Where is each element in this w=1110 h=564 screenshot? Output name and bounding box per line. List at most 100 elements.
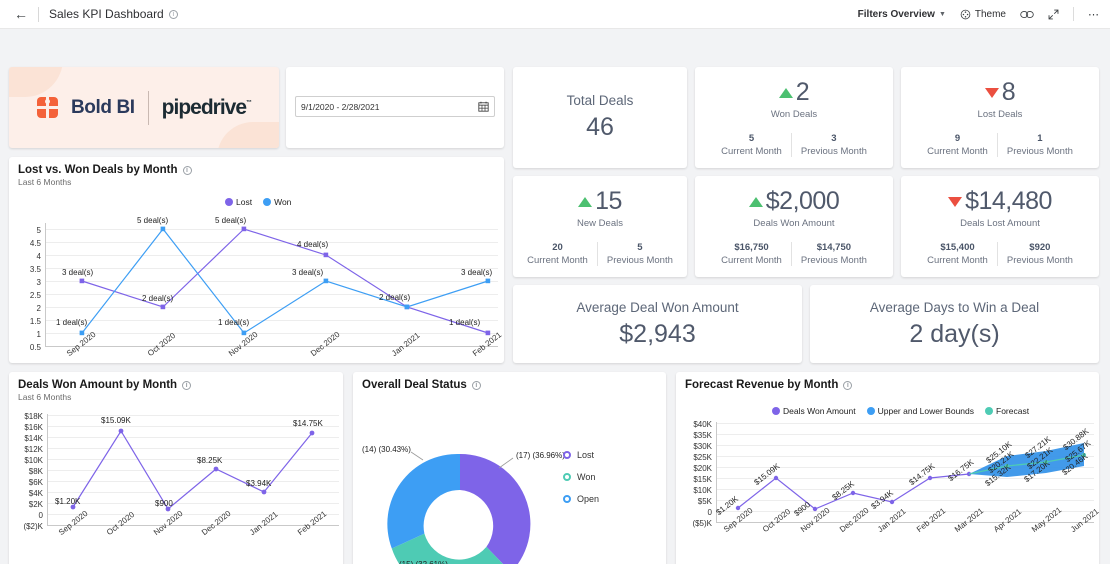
kpi-value-row: 2 [778, 78, 810, 107]
kpi-value: 2 [795, 78, 810, 106]
y-axis-tick: $15K [693, 475, 712, 484]
legend-swatch [225, 198, 233, 206]
info-icon[interactable]: i [471, 381, 481, 390]
kpi-divider [996, 133, 998, 157]
legend-item-lost[interactable]: Lost [225, 197, 252, 207]
info-icon[interactable]: i [182, 381, 192, 390]
chart-forecast-revenue: Forecast Revenue by Month i Deals Won Amo… [676, 372, 1100, 564]
kpi-current-value: 5 [748, 133, 755, 144]
chart-lost-vs-won-deals: Lost vs. Won Deals by Month i Last 6 Mont… [9, 157, 504, 363]
kpi-card-lost-deals: 8 Lost Deals 9 Current Month 1 Previous … [901, 67, 1099, 168]
kpi-card-average-days-to-win: Average Days to Win a Deal 2 day(s) [810, 285, 1099, 363]
legend-swatch [985, 407, 994, 415]
y-axis-tick: $35K [693, 431, 712, 440]
back-arrow-icon[interactable]: ← [14, 6, 28, 22]
kpi-current-label: Current Month [927, 146, 988, 157]
series-points [70, 428, 315, 512]
kpi-title: Average Deal Won Amount [576, 299, 739, 315]
point-label: 5 deal(s) [215, 216, 247, 225]
point-label: $8.25K [197, 456, 223, 465]
legend-item-bounds[interactable]: Upper and Lower Bounds [866, 406, 974, 416]
filters-overview-label: Filters Overview [857, 8, 935, 20]
legend-swatch [263, 198, 272, 206]
chevron-down-icon: ▼ [938, 10, 946, 18]
kpi-previous-value: 1 [1037, 133, 1043, 144]
more-options-button[interactable]: ⋯ [1088, 8, 1100, 21]
chart-legend: Lost Won [225, 197, 291, 207]
kpi-label: Deals Won Amount [753, 218, 835, 229]
y-axis-tick: $12K [24, 445, 43, 454]
chart-subtitle: Last 6 Months [18, 177, 72, 187]
y-axis-tick: $20K [693, 464, 712, 473]
kpi-previous-label: Previous Month [800, 146, 867, 157]
y-axis-tick: 3 [36, 278, 41, 287]
trend-down-icon [948, 196, 963, 207]
kpi-previous-month: 1 Previous Month [998, 133, 1082, 157]
fullscreen-button[interactable] [1048, 9, 1059, 20]
y-axis-tick: 0 [707, 508, 712, 517]
point-label: 2 deal(s) [379, 293, 411, 302]
filters-overview-button[interactable]: Filters Overview ▼ [858, 9, 946, 20]
y-axis-tick: $10K [693, 486, 712, 495]
kpi-current-value: $15,400 [940, 242, 975, 253]
legend-swatch [563, 451, 571, 459]
date-range-value: 9/1/2020 - 2/28/2021 [301, 101, 380, 112]
y-axis-tick: 5 [36, 226, 41, 235]
y-axis-tick: $6K [28, 478, 43, 487]
y-axis-tick: 4.5 [29, 239, 41, 248]
kpi-divider [790, 242, 792, 266]
legend-label: Won [274, 197, 292, 207]
chart-title: Lost vs. Won Deals by Month i [9, 157, 504, 176]
y-axis-tick: $2K [28, 500, 43, 509]
kpi-value: 15 [595, 187, 622, 215]
theme-button[interactable]: Theme [960, 9, 1006, 20]
kpi-current-label: Current Month [527, 255, 588, 266]
y-axis-tick: $40K [693, 420, 712, 429]
legend-swatch [772, 407, 780, 415]
toolbar-divider-2 [1073, 7, 1074, 21]
info-icon[interactable]: i [168, 9, 178, 19]
info-icon[interactable]: i [182, 166, 192, 175]
kpi-previous-label: Previous Month [606, 255, 673, 266]
legend-item-lost[interactable]: Lost [563, 450, 599, 460]
y-axis-tick: 3.5 [29, 265, 41, 274]
kpi-value-row: $14,480 [948, 187, 1052, 216]
kpi-card-total-deals: Total Deals 46 [513, 67, 687, 168]
y-axis-tick: 0.5 [29, 343, 41, 352]
kpi-value-row: 8 [984, 78, 1016, 107]
point-label: $900 [155, 499, 173, 508]
calendar-icon[interactable] [478, 101, 489, 112]
legend-item-open[interactable]: Open [563, 494, 599, 504]
legend-item-won[interactable]: Won [563, 472, 599, 482]
chart-legend: Lost Won Open [563, 450, 599, 504]
slice-label-won: (15) (32.61%) [399, 560, 448, 564]
info-icon[interactable]: i [843, 381, 853, 390]
legend-item-won[interactable]: Won [263, 197, 291, 207]
y-axis-tick: 2.5 [29, 291, 41, 300]
kpi-current-label: Current Month [927, 255, 988, 266]
donut-svg [387, 451, 531, 564]
y-axis-tick: $30K [693, 442, 712, 451]
chart-legend: Deals Won Amount Upper and Lower Bounds … [772, 406, 1029, 416]
series-points [735, 471, 972, 512]
y-axis-tick: 1.5 [29, 317, 41, 326]
donut-slice-open [387, 453, 460, 549]
connections-button[interactable] [1020, 9, 1034, 20]
kpi-previous-label: Previous Month [1006, 146, 1073, 157]
kpi-comparison: $15,400 Current Month $920 Previous Mont… [918, 242, 1082, 266]
y-axis-tick: 0 [38, 511, 43, 520]
legend-item-deals-won-amount[interactable]: Deals Won Amount [772, 406, 856, 416]
forecast-points [1005, 453, 1086, 468]
trend-up-icon [578, 196, 593, 207]
series-line-won-amount [72, 429, 313, 510]
kpi-previous-label: Previous Month [800, 255, 867, 266]
point-label: 1 deal(s) [218, 318, 250, 327]
point-label: $1.20K [55, 497, 81, 506]
kpi-value: $2,943 [619, 319, 696, 348]
page-title: Sales KPI Dashboard [49, 7, 164, 21]
y-axis-tick: $4K [28, 489, 43, 498]
chart-svg [716, 422, 1094, 523]
legend-item-forecast[interactable]: Forecast [985, 406, 1029, 416]
y-axis-tick: ($2)K [23, 522, 43, 531]
date-range-input[interactable]: 9/1/2020 - 2/28/2021 [295, 96, 495, 117]
